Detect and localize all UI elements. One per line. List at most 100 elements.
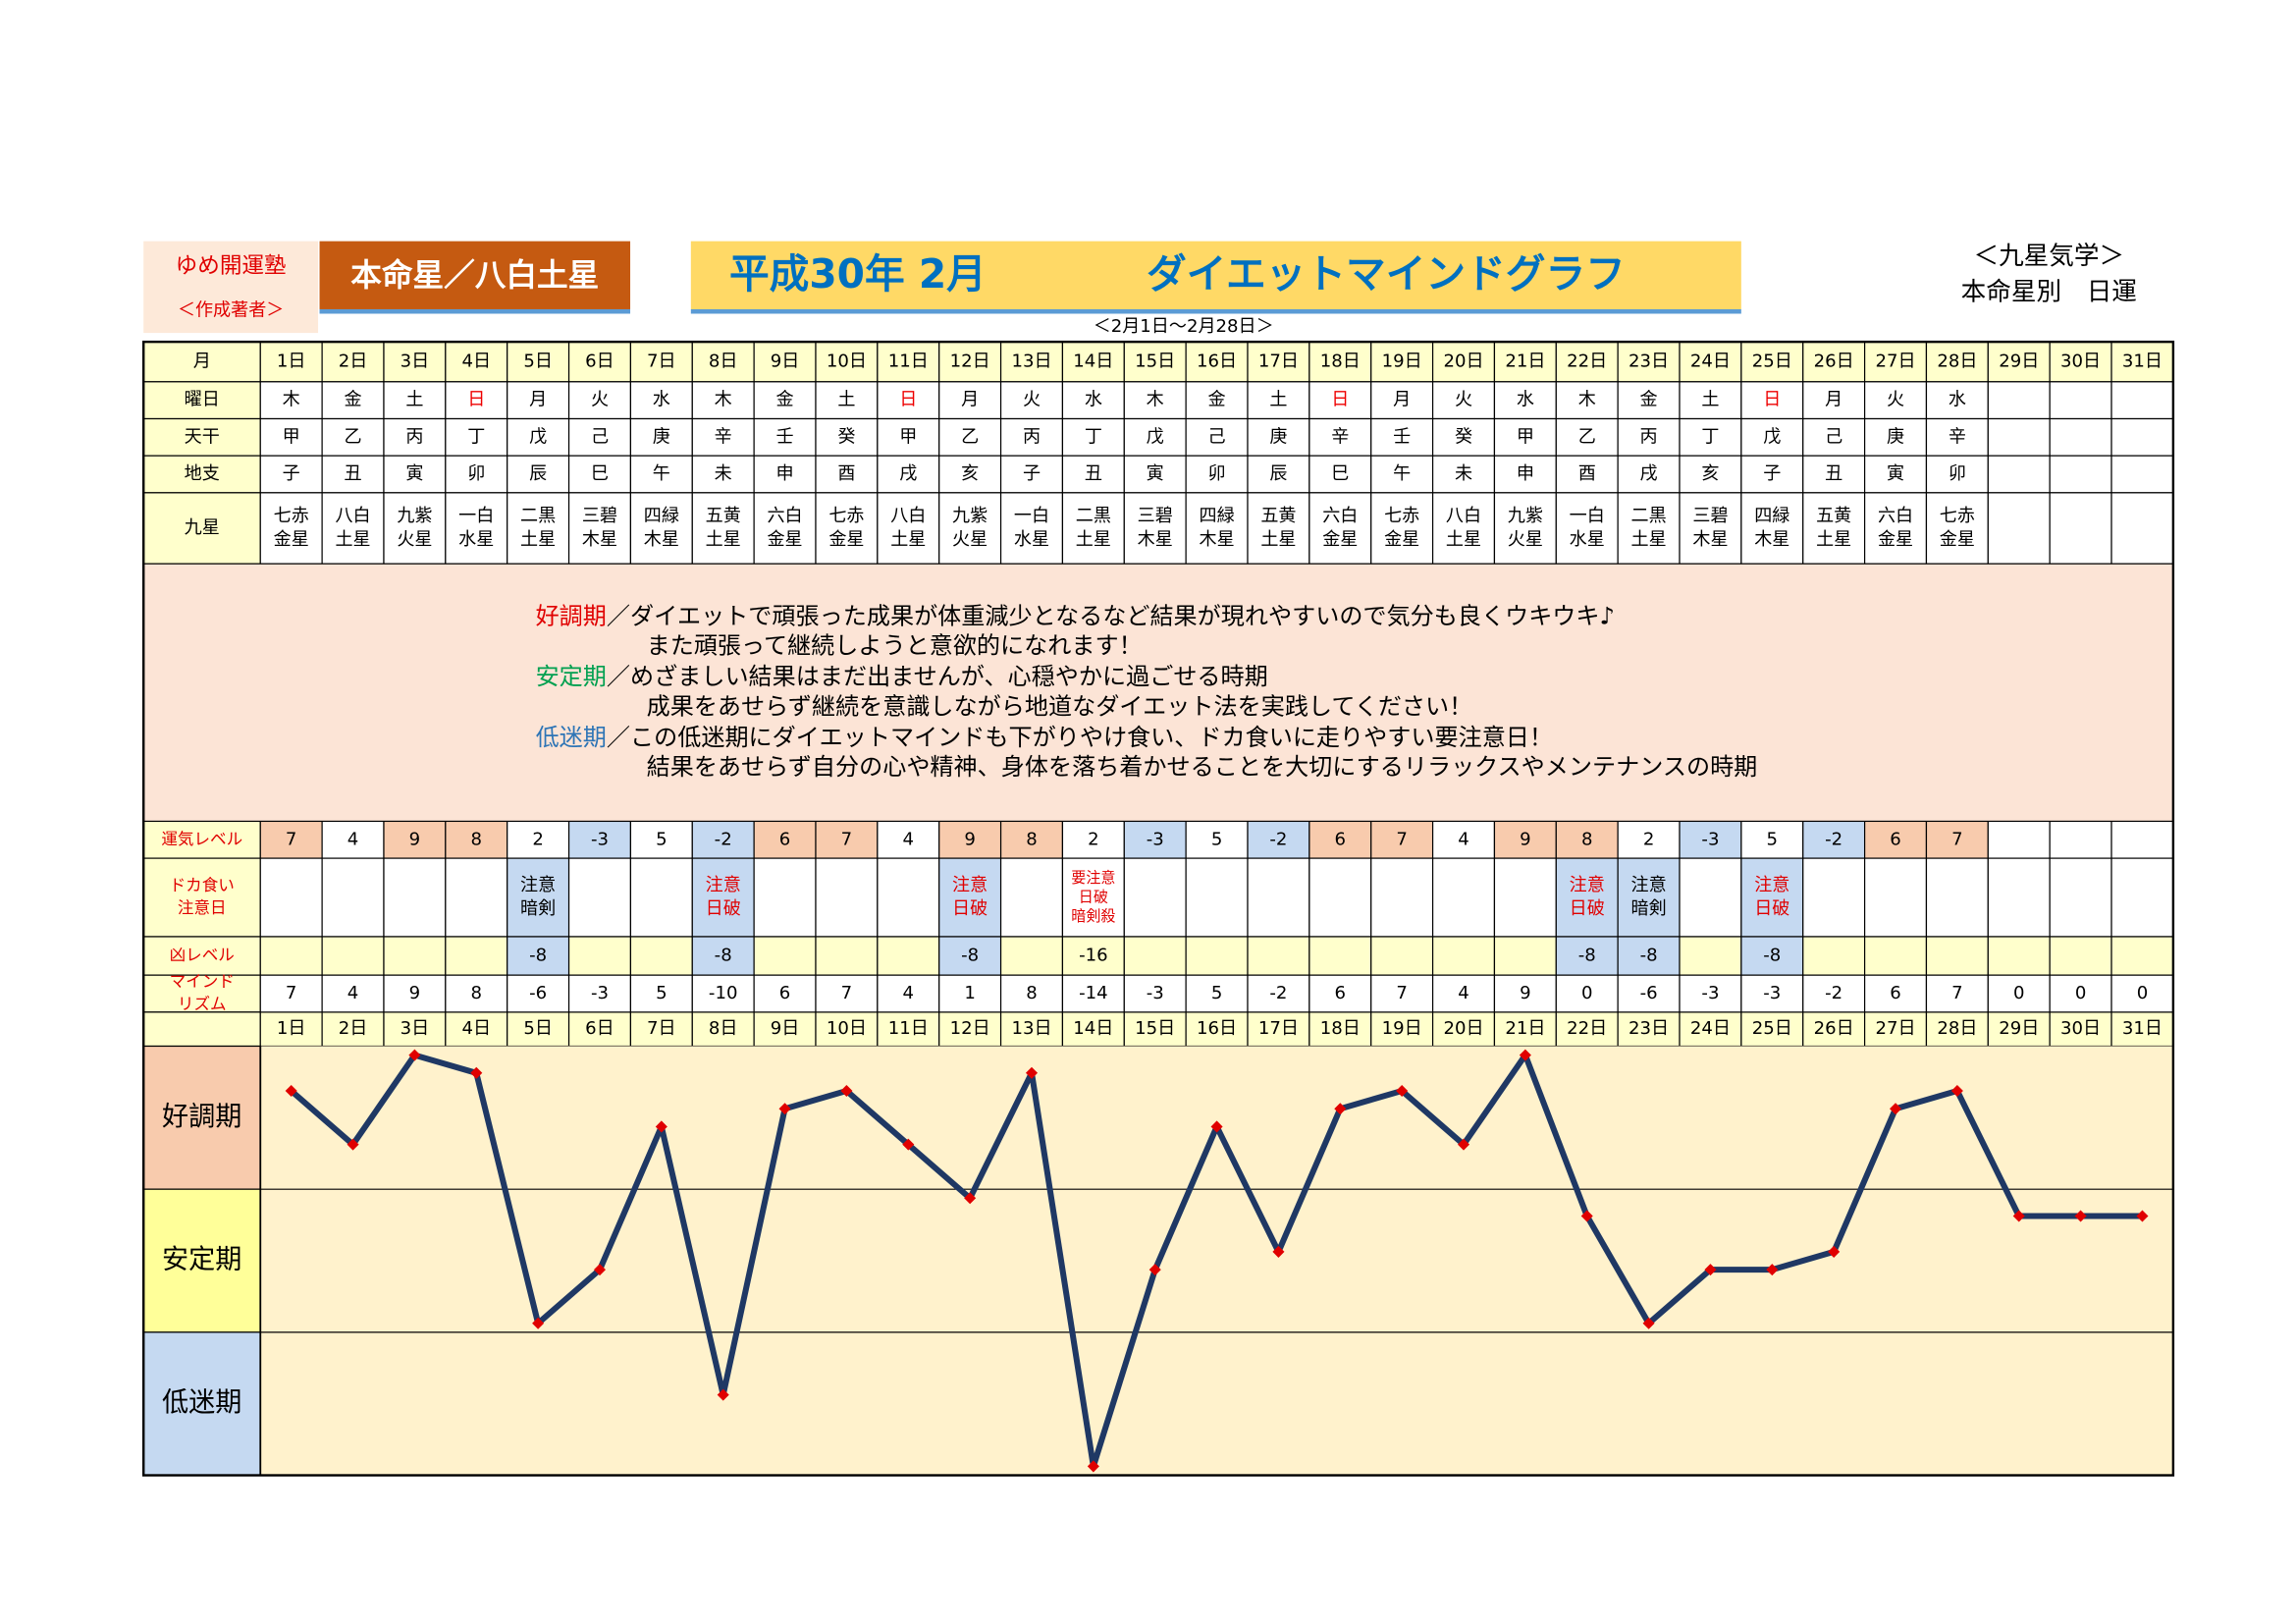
luck-level: 7 [1951, 829, 1963, 849]
luck-level: 9 [964, 829, 976, 849]
cell [1863, 1011, 1928, 1048]
cell [2110, 417, 2174, 457]
cell [1987, 857, 2051, 938]
nine-star: 三碧 [1692, 506, 1728, 526]
day-label: 15日 [1135, 351, 1175, 371]
cell [1123, 857, 1187, 938]
mind-rhythm: 0 [1581, 983, 1593, 1003]
main-star: 本命星／八白土星 [350, 257, 599, 294]
cell [1617, 455, 1681, 494]
branch: 巳 [1331, 463, 1349, 484]
mind-marker [1828, 1245, 1841, 1258]
mind-rhythm: -10 [709, 983, 738, 1003]
legend-text: ／めざましい結果はまだ出ませんが、心穏やかに過ごせる時期 [607, 663, 1268, 690]
cell [1370, 492, 1434, 565]
mind-rhythm: 6 [1890, 983, 1901, 1003]
branch: 巳 [591, 463, 609, 484]
cell [2110, 857, 2174, 938]
nine-star: 土星 [706, 529, 741, 550]
zone-label: 安定期 [162, 1245, 241, 1275]
cell [567, 936, 632, 976]
luck-level: 6 [1335, 829, 1347, 849]
weekday: 金 [776, 390, 794, 410]
nine-star: 火星 [952, 529, 988, 550]
cell [1061, 974, 1125, 1013]
title: ダイエットマインドグラフ [1147, 250, 1626, 298]
cell [1308, 492, 1372, 565]
cell [259, 936, 323, 976]
cell [1247, 455, 1310, 494]
day-label: 6日 [585, 351, 614, 371]
mind-marker [408, 1049, 421, 1061]
nine-star: 一白 [1014, 506, 1049, 526]
mind-rhythm: 9 [409, 983, 421, 1003]
cell [1061, 341, 1125, 383]
day-label: 19日 [1382, 351, 1422, 371]
cell [383, 341, 447, 383]
cell [877, 381, 940, 420]
mind-marker [470, 1066, 483, 1079]
weekday: 日 [467, 390, 485, 410]
day-label: 26日 [1814, 351, 1854, 371]
day-label: 22日 [1567, 351, 1607, 371]
cell [1987, 820, 2051, 859]
cell [691, 974, 755, 1013]
nine-star: 六白 [1878, 506, 1913, 526]
legend-more: 結果をあせらず自分の心や精神、身体を落ち着かせることを大切にするリラックスやメン… [647, 753, 1758, 781]
cell [1925, 1011, 1989, 1048]
branch: 辰 [1269, 463, 1287, 484]
title-underline [690, 308, 1741, 314]
binge-warning: 暗剣 [1631, 898, 1667, 919]
nine-star: 五黄 [1816, 506, 1851, 526]
weekday: 土 [837, 390, 855, 410]
cell [877, 936, 940, 976]
nine-star: 九紫 [397, 506, 432, 526]
nine-star: 六白 [767, 506, 802, 526]
cell [1185, 381, 1249, 420]
nine-star: 八白 [335, 506, 370, 526]
day-label: 5日 [523, 351, 553, 371]
nine-star: 水星 [1570, 529, 1605, 550]
cell [999, 857, 1064, 938]
cell [142, 1011, 261, 1048]
cell [1370, 381, 1434, 420]
cell [567, 455, 632, 494]
day-label: 26日 [1814, 1018, 1854, 1039]
legend-label: 好調期 [536, 602, 607, 629]
day-label: 14日 [1073, 351, 1113, 371]
day-label: 13日 [1011, 351, 1051, 371]
chart-area [260, 1046, 2173, 1476]
weekday: 木 [1147, 390, 1164, 410]
weekday: 土 [1701, 390, 1719, 410]
weekday: 水 [653, 390, 670, 410]
day-label: 28日 [1937, 1018, 1977, 1039]
legend-text: ／ダイエットで頑張った成果が体重減少となるなど結果が現れやすいので気分も良くウキ… [607, 602, 1615, 629]
cell [1555, 974, 1619, 1013]
stem: 庚 [1887, 426, 1904, 447]
cell [383, 936, 447, 976]
cell [1863, 492, 1928, 565]
mind-marker [1457, 1138, 1470, 1151]
nine-star: 土星 [1631, 529, 1667, 550]
mind-rhythm: 8 [1026, 983, 1038, 1003]
binge-warning: 暗剣殺 [1071, 907, 1115, 925]
branch: 丑 [345, 463, 362, 484]
cell [1617, 417, 1681, 457]
cell [1493, 820, 1557, 859]
mind-marker [1334, 1103, 1347, 1115]
stem: 甲 [1517, 426, 1534, 447]
day-label: 8日 [709, 351, 738, 371]
mind-rhythm: -6 [529, 983, 547, 1003]
weekday: 木 [715, 390, 732, 410]
cell [567, 820, 632, 859]
day-label: 12日 [950, 351, 990, 371]
mind-rhythm: -2 [1269, 983, 1287, 1003]
cell [1370, 341, 1434, 383]
cell [1740, 1011, 1804, 1048]
weekday: 月 [529, 390, 547, 410]
cell [507, 492, 570, 565]
cell [1617, 936, 1681, 976]
cell [1555, 1011, 1619, 1048]
weekday: 土 [1269, 390, 1287, 410]
stem: 壬 [776, 426, 794, 447]
